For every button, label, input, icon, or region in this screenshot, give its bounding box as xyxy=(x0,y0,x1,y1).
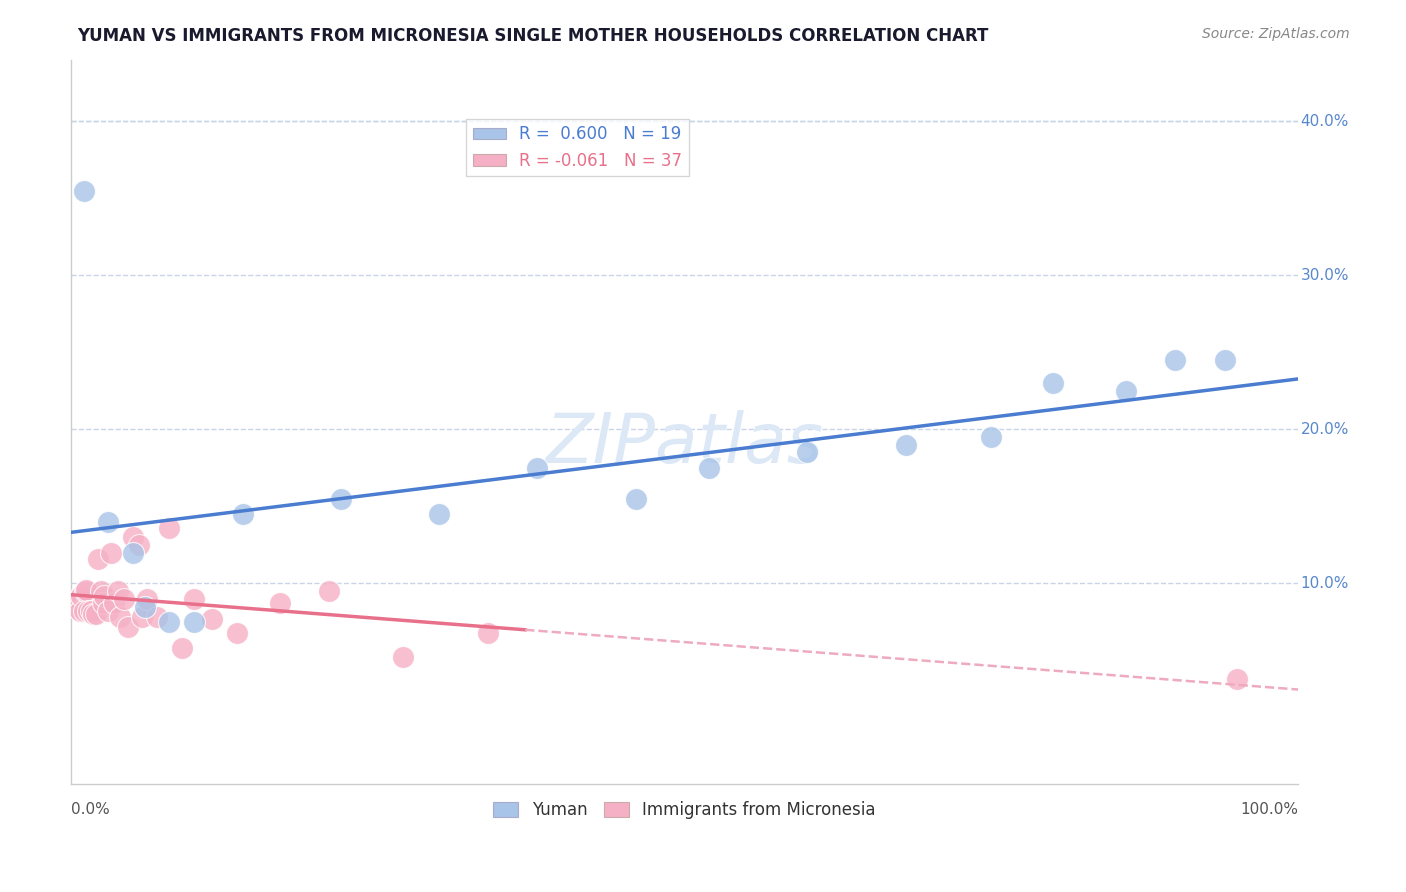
Point xyxy=(391,650,413,665)
Point xyxy=(157,615,180,629)
Point xyxy=(131,610,153,624)
Point xyxy=(697,461,720,475)
Point xyxy=(72,604,94,618)
Point xyxy=(146,610,169,624)
Text: 20.0%: 20.0% xyxy=(1301,422,1348,437)
Point xyxy=(330,491,353,506)
Point xyxy=(63,599,86,614)
Point xyxy=(121,530,143,544)
Point xyxy=(107,584,129,599)
Point xyxy=(121,546,143,560)
Point xyxy=(1164,353,1187,368)
Point xyxy=(269,597,291,611)
Point xyxy=(84,607,107,622)
Point xyxy=(70,589,93,603)
Point xyxy=(77,604,100,618)
Point xyxy=(87,551,110,566)
Text: 10.0%: 10.0% xyxy=(1301,576,1348,591)
Point xyxy=(110,610,132,624)
Text: 0.0%: 0.0% xyxy=(72,802,110,817)
Point xyxy=(91,597,114,611)
Point xyxy=(980,430,1002,444)
Text: 100.0%: 100.0% xyxy=(1240,802,1298,817)
Point xyxy=(112,591,135,606)
Point xyxy=(136,591,159,606)
Text: 40.0%: 40.0% xyxy=(1301,113,1348,128)
Point xyxy=(183,591,205,606)
Point xyxy=(894,438,917,452)
Point xyxy=(232,507,254,521)
Point xyxy=(66,591,89,606)
Legend: Yuman, Immigrants from Micronesia: Yuman, Immigrants from Micronesia xyxy=(486,795,883,826)
Point xyxy=(117,619,139,633)
Point xyxy=(128,538,150,552)
Point xyxy=(72,184,94,198)
Point xyxy=(97,515,120,529)
Point xyxy=(427,507,450,521)
Point xyxy=(100,546,122,560)
Point xyxy=(82,607,104,622)
Text: YUMAN VS IMMIGRANTS FROM MICRONESIA SINGLE MOTHER HOUSEHOLDS CORRELATION CHART: YUMAN VS IMMIGRANTS FROM MICRONESIA SING… xyxy=(77,27,988,45)
Point xyxy=(134,599,156,614)
Point xyxy=(624,491,647,506)
Point xyxy=(73,584,96,599)
Point xyxy=(225,625,247,640)
Point xyxy=(69,604,91,618)
Point xyxy=(97,604,120,618)
Point xyxy=(75,582,97,597)
Point xyxy=(103,597,125,611)
Point xyxy=(201,612,224,626)
Point xyxy=(318,584,340,599)
Text: ZIPatlas: ZIPatlas xyxy=(546,410,824,477)
Point xyxy=(1213,353,1236,368)
Text: 30.0%: 30.0% xyxy=(1301,268,1350,283)
Point xyxy=(93,589,115,603)
Point xyxy=(80,604,103,618)
Point xyxy=(526,461,548,475)
Point xyxy=(1115,384,1137,398)
Point xyxy=(477,625,499,640)
Point xyxy=(183,615,205,629)
Point xyxy=(1042,376,1064,391)
Point xyxy=(90,584,112,599)
Point xyxy=(157,521,180,535)
Point xyxy=(1226,672,1249,686)
Point xyxy=(170,641,193,656)
Point xyxy=(796,445,818,459)
Text: Source: ZipAtlas.com: Source: ZipAtlas.com xyxy=(1202,27,1350,41)
